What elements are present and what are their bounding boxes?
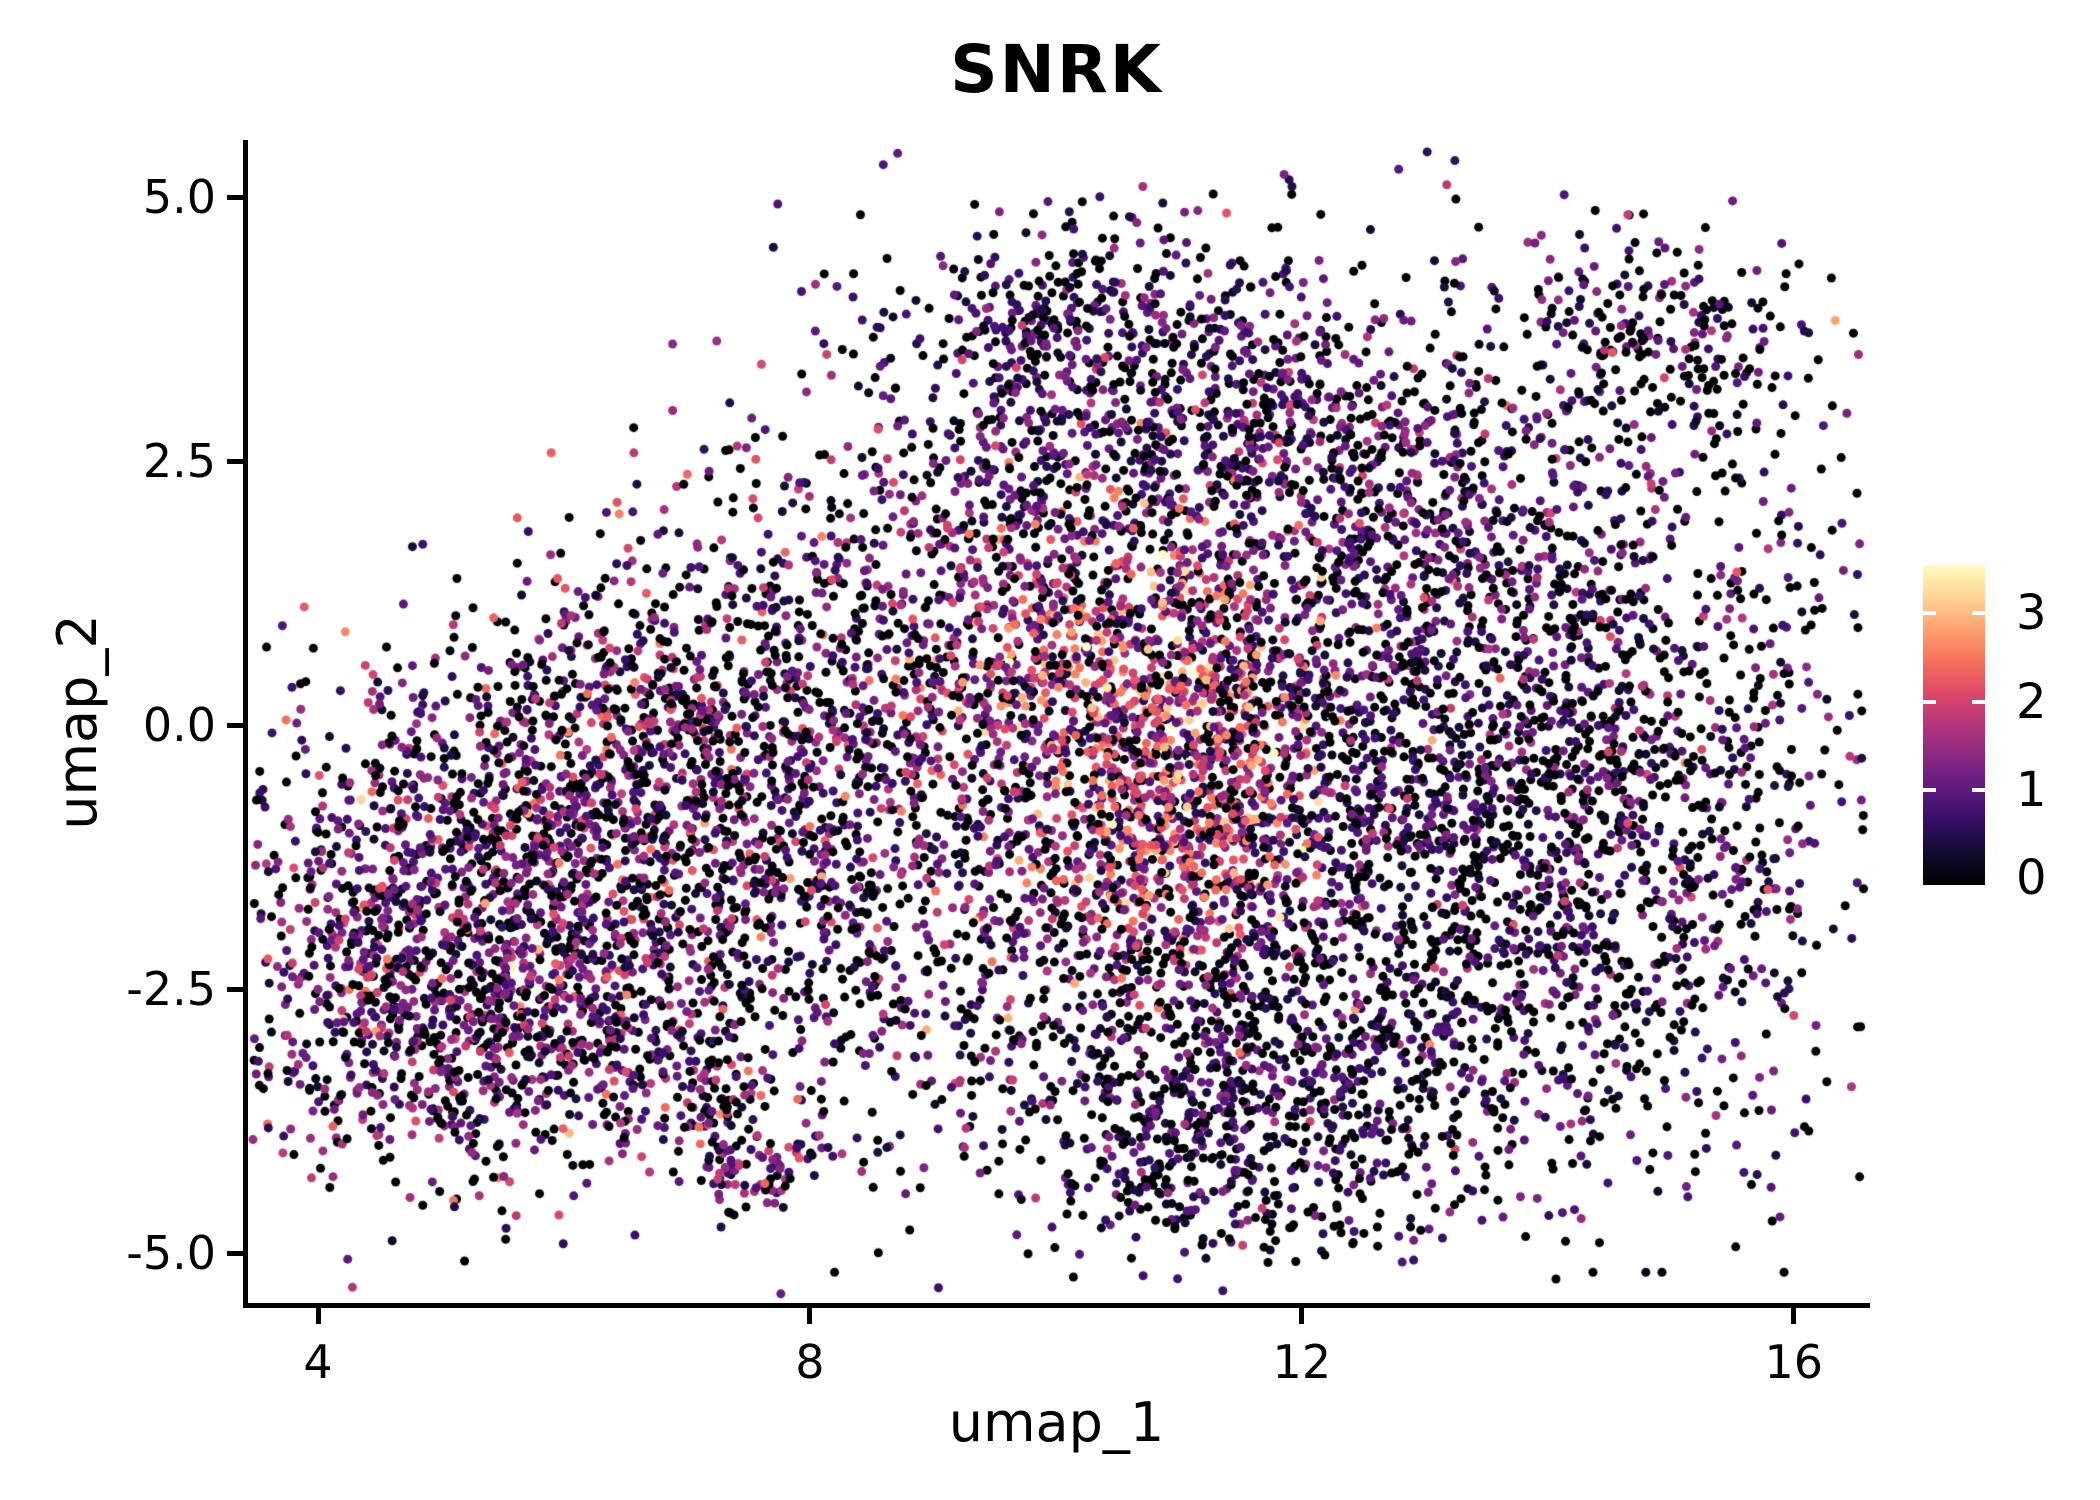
y-axis-line — [243, 140, 248, 1308]
x-tick-mark — [1299, 1308, 1305, 1324]
colorbar-tick-mark — [1972, 787, 1985, 792]
x-tick-mark — [1791, 1308, 1797, 1324]
colorbar-tick-label: 2 — [2016, 673, 2047, 730]
y-tick-mark — [227, 458, 243, 464]
x-tick-label: 12 — [1272, 1335, 1332, 1389]
y-axis-title: umap_2 — [46, 614, 109, 830]
colorbar-tick-mark — [1972, 611, 1985, 616]
x-tick-label: 8 — [795, 1335, 825, 1389]
colorbar-tick-mark — [1923, 787, 1936, 792]
x-tick-mark — [315, 1308, 321, 1324]
y-tick-label: -5.0 — [126, 1226, 216, 1281]
colorbar-tick-label: 1 — [2016, 761, 2047, 818]
y-tick-label: 5.0 — [142, 170, 216, 225]
x-tick-label: 4 — [303, 1335, 333, 1389]
plot-title: SNRK — [950, 31, 1163, 108]
colorbar-tick-label: 3 — [2016, 585, 2047, 642]
x-tick-label: 16 — [1764, 1335, 1824, 1389]
y-tick-label: -2.5 — [126, 962, 216, 1017]
y-tick-mark — [227, 1250, 243, 1256]
colorbar-tick-label: 0 — [2016, 849, 2047, 906]
colorbar-tick-mark — [1923, 611, 1936, 616]
y-tick-mark — [227, 194, 243, 200]
y-tick-label: 0.0 — [142, 698, 216, 753]
colorbar-tick-mark — [1972, 699, 1985, 704]
y-tick-label: 2.5 — [142, 434, 216, 489]
colorbar-tick-mark — [1923, 699, 1936, 704]
colorbar-gradient — [1923, 565, 1985, 885]
y-tick-mark — [227, 722, 243, 728]
x-tick-mark — [807, 1308, 813, 1324]
x-axis-title: umap_1 — [948, 1391, 1165, 1454]
x-axis-line — [243, 1303, 1870, 1308]
y-tick-mark — [227, 986, 243, 992]
